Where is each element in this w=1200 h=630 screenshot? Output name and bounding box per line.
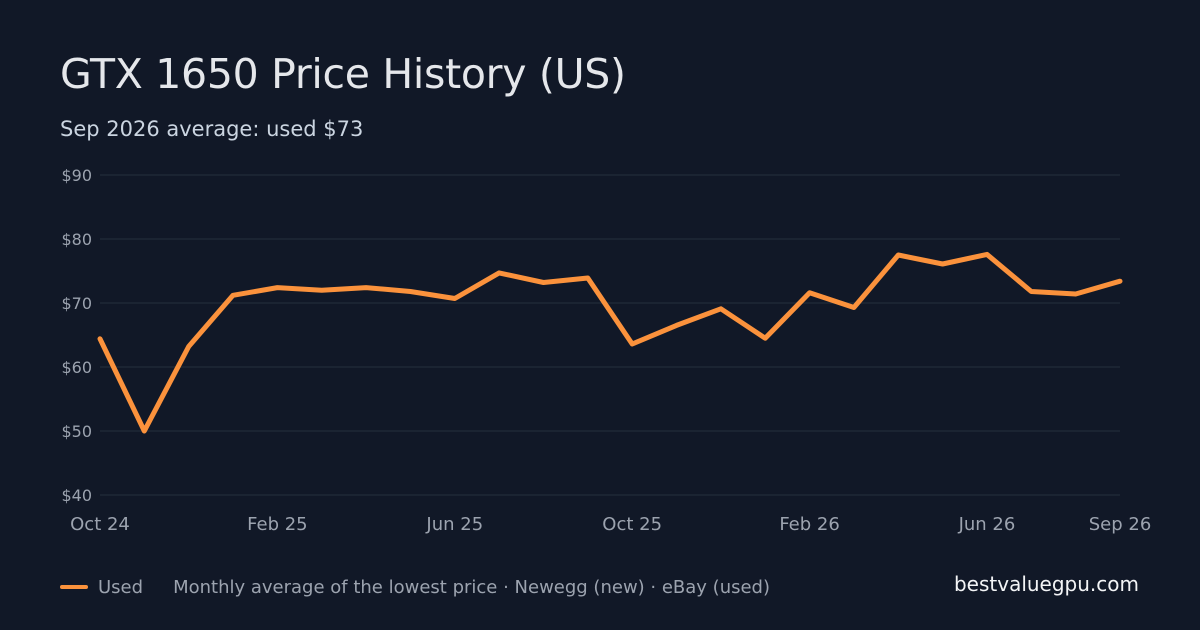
x-tick-label: Jun 26 (958, 514, 1016, 535)
y-tick-label: $80 (61, 230, 92, 249)
series-used (97, 251, 1123, 434)
series-line-used (97, 251, 1123, 434)
chart-title: GTX 1650 Price History (US) (60, 50, 626, 98)
y-axis-ticks: $40 $50 $60 $70 $80 $90 (61, 166, 92, 505)
y-tick-label: $60 (61, 358, 92, 377)
x-tick-label: Jun 25 (425, 514, 483, 535)
x-tick-label: Oct 25 (602, 514, 662, 535)
grid-lines (100, 174, 1120, 496)
y-tick-label: $90 (61, 166, 92, 185)
y-tick-label: $50 (61, 422, 92, 441)
x-tick-label: Feb 26 (779, 514, 840, 535)
x-tick-label: Oct 24 (70, 514, 130, 535)
x-tick-label: Sep 26 (1089, 514, 1152, 535)
legend: Used Monthly average of the lowest price… (60, 574, 770, 600)
x-tick-label: Feb 25 (247, 514, 308, 535)
legend-label-used: Used (98, 576, 144, 598)
data-source-note: Monthly average of the lowest price · Ne… (173, 576, 771, 598)
legend-swatch-used (60, 585, 88, 589)
y-tick-label: $70 (61, 294, 92, 313)
site-link[interactable]: bestvaluegpu.com (953, 572, 1139, 596)
chart-subtitle: Sep 2026 average: used $73 (60, 117, 364, 141)
x-axis-ticks: Oct 24 Feb 25 Jun 25 Oct 25 Feb 26 Jun 26 Sep … (70, 514, 1151, 535)
y-tick-label: $40 (61, 486, 92, 505)
